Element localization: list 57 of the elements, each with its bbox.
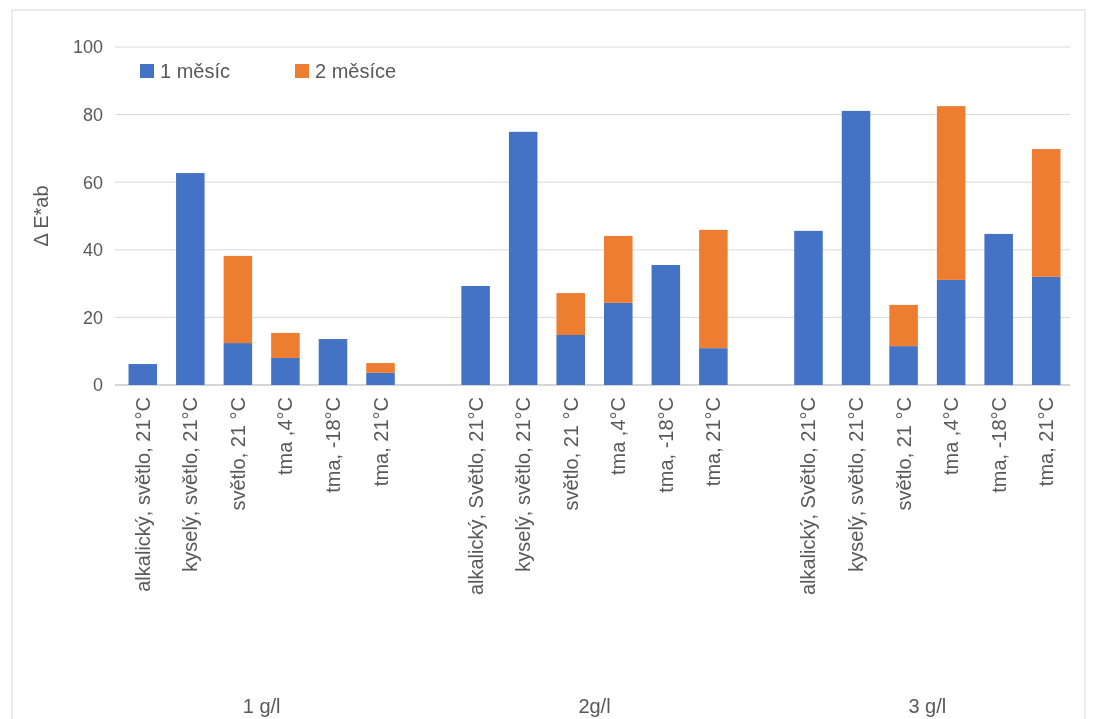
bar bbox=[508, 131, 538, 385]
bar bbox=[699, 229, 728, 349]
bar bbox=[223, 255, 253, 344]
x-tick-label: tma, -18°C bbox=[321, 397, 344, 493]
bar bbox=[651, 265, 681, 385]
x-tick-label: kyselý, světlo, 21°C bbox=[179, 397, 202, 572]
bar bbox=[271, 332, 300, 358]
bar bbox=[461, 285, 490, 385]
y-tick-label: 80 bbox=[82, 104, 103, 125]
x-tick-label: tma ,4°C bbox=[940, 397, 963, 476]
x-tick-label: alkalický, Světlo, 21°C bbox=[797, 397, 820, 596]
x-tick-label: tma, -18°C bbox=[987, 397, 1010, 493]
bar bbox=[889, 346, 918, 385]
bar bbox=[889, 304, 918, 347]
text: 3 g/l bbox=[908, 695, 947, 717]
x-tick-label: tma ,4°C bbox=[274, 397, 297, 476]
bar bbox=[841, 110, 871, 385]
y-tick-label: 40 bbox=[82, 240, 103, 261]
text: 1 g/l bbox=[242, 695, 281, 717]
x-tick-label: tma, 21°C bbox=[702, 397, 725, 487]
bar bbox=[223, 343, 253, 385]
bar bbox=[176, 173, 205, 385]
x-tick-label: kyselý, světlo, 21°C bbox=[845, 397, 868, 572]
bar bbox=[366, 363, 395, 373]
x-tick-label: alkalický, Světlo, 21°C bbox=[464, 397, 487, 596]
text: 2g/l bbox=[578, 695, 611, 717]
bar bbox=[699, 348, 728, 385]
bar bbox=[318, 339, 348, 385]
x-tick-label: alkalický, světlo, 21°C bbox=[131, 397, 154, 592]
x-tick-label: tma ,4°C bbox=[607, 397, 630, 476]
y-tick-label: 100 bbox=[72, 37, 103, 58]
bar bbox=[604, 235, 633, 303]
bar bbox=[366, 372, 395, 385]
x-tick-label: kyselý, světlo, 21°C bbox=[512, 397, 535, 572]
x-tick-label: tma, 21°C bbox=[1035, 397, 1058, 487]
y-axis-title: Δ E*ab bbox=[30, 185, 52, 247]
bar bbox=[604, 302, 633, 385]
x-tick-label: světlo, 21 °C bbox=[892, 397, 915, 511]
bar bbox=[556, 334, 585, 385]
bar bbox=[556, 293, 585, 335]
y-tick-label: 60 bbox=[82, 172, 103, 193]
bar bbox=[936, 106, 966, 280]
bar bbox=[271, 357, 300, 385]
x-tick-label: tma, -18°C bbox=[654, 397, 677, 493]
bar bbox=[794, 230, 823, 385]
x-tick-label: světlo, 21 °C bbox=[226, 397, 249, 511]
y-tick-label: 0 bbox=[92, 375, 103, 396]
bar bbox=[984, 233, 1013, 385]
bar bbox=[1031, 276, 1061, 385]
y-tick-label: 20 bbox=[82, 307, 103, 328]
bar bbox=[128, 364, 158, 385]
x-tick-label: světlo, 21 °C bbox=[559, 397, 582, 511]
bar bbox=[936, 279, 966, 385]
legend-label: 1 měsíc bbox=[160, 60, 231, 82]
bar bbox=[1031, 149, 1061, 277]
x-tick-label: tma, 21°C bbox=[369, 397, 392, 487]
legend-label: 2 měsíce bbox=[315, 60, 397, 82]
